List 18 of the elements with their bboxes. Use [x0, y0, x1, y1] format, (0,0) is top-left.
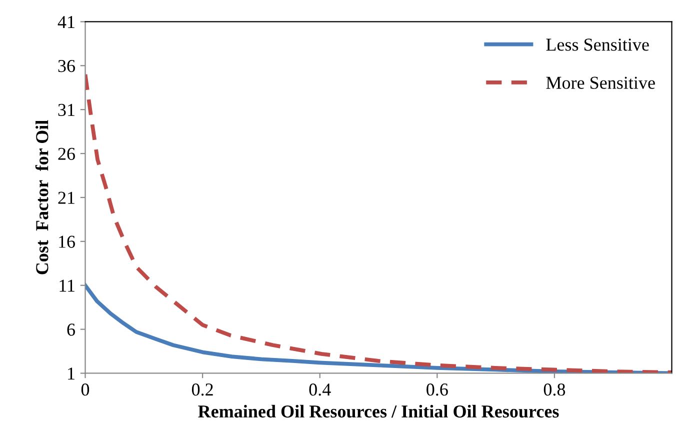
x-tick-label: 0.8: [544, 383, 566, 396]
legend-label: Less Sensitive: [546, 38, 649, 51]
x-tick-label: 0.6: [426, 383, 448, 396]
y-tick-label: 31: [58, 104, 74, 116]
y-tick-label: 21: [58, 192, 74, 204]
y-tick-label: 11: [60, 280, 74, 292]
y-tick-label: 16: [59, 236, 75, 248]
x-tick-label: 0.4: [309, 383, 331, 396]
x-tick-label: 0: [81, 383, 90, 396]
x-axis-title: Remained Oil Resources / Initial Oil Resources: [198, 404, 559, 418]
y-tick-label: 26: [58, 148, 75, 160]
y-axis-title: Cost Factor for Oil: [35, 120, 48, 274]
y-tick-label: 1: [68, 368, 74, 380]
y-tick-label: 41: [58, 16, 74, 28]
y-tick-label: 6: [67, 324, 75, 336]
x-tick-label: 0.2: [192, 383, 213, 396]
y-tick-label: 36: [58, 60, 75, 72]
legend-label: More Sensitive: [546, 76, 655, 89]
